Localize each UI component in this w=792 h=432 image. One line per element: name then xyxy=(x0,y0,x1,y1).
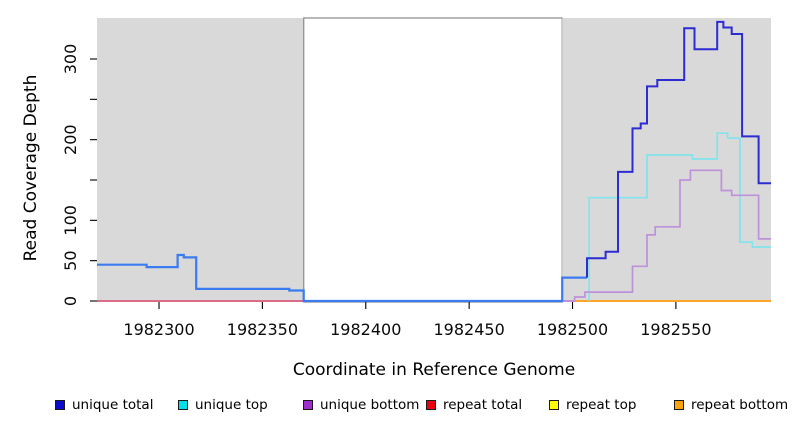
line-unique-top xyxy=(588,132,771,301)
x-tick-label: 1982400 xyxy=(330,320,401,339)
legend-swatch-icon xyxy=(426,400,436,410)
legend-label: unique total xyxy=(72,397,154,413)
x-tick-label: 1982450 xyxy=(434,320,505,339)
background-region xyxy=(97,18,304,302)
x-axis-title: Coordinate in Reference Genome xyxy=(292,360,576,380)
y-tick-label: 50 xyxy=(61,250,80,270)
legend-label: repeat total xyxy=(443,397,523,413)
legend-swatch-icon xyxy=(178,400,188,410)
y-tick-label: 0 xyxy=(61,296,80,306)
y-tick-label: 200 xyxy=(61,124,80,155)
x-tick-label: 1982500 xyxy=(537,320,608,339)
line-unique-bottom xyxy=(562,169,771,302)
line-unique-total xyxy=(97,253,587,303)
legend-item-repeat-top: repeat top xyxy=(549,395,636,415)
line-unique-total xyxy=(586,20,771,278)
legend-label: repeat top xyxy=(566,397,637,413)
legend-label: unique bottom xyxy=(320,397,420,413)
y-tick-label: 300 xyxy=(61,44,80,75)
legend: unique total unique top unique bottom repea… xyxy=(0,395,792,421)
plot-series-lines xyxy=(97,20,771,303)
legend-item-unique-bottom: unique bottom xyxy=(303,395,419,415)
plot-background-regions xyxy=(97,17,771,303)
background-region xyxy=(303,17,563,303)
legend-label: repeat bottom xyxy=(691,397,789,413)
y-tick-label: 100 xyxy=(61,205,80,236)
legend-swatch-icon xyxy=(55,400,65,410)
x-tick-label: 1982550 xyxy=(640,320,711,339)
legend-item-repeat-bottom: repeat bottom xyxy=(674,395,788,415)
legend-swatch-icon xyxy=(674,400,684,410)
plot-axes: 1982300 1982350 1982400 1982450 1982500 19825… xyxy=(61,44,712,339)
x-tick-label: 1982300 xyxy=(123,320,194,339)
y-axis-title: Read Coverage Depth xyxy=(21,74,41,262)
legend-swatch-icon xyxy=(303,400,313,410)
legend-swatch-icon xyxy=(549,400,559,410)
legend-item-repeat-total: repeat total xyxy=(426,395,522,415)
legend-label: unique top xyxy=(195,397,268,413)
x-tick-label: 1982350 xyxy=(227,320,298,339)
legend-item-unique-top: unique top xyxy=(178,395,268,415)
legend-item-unique-total: unique total xyxy=(55,395,153,415)
background-region xyxy=(562,18,771,302)
